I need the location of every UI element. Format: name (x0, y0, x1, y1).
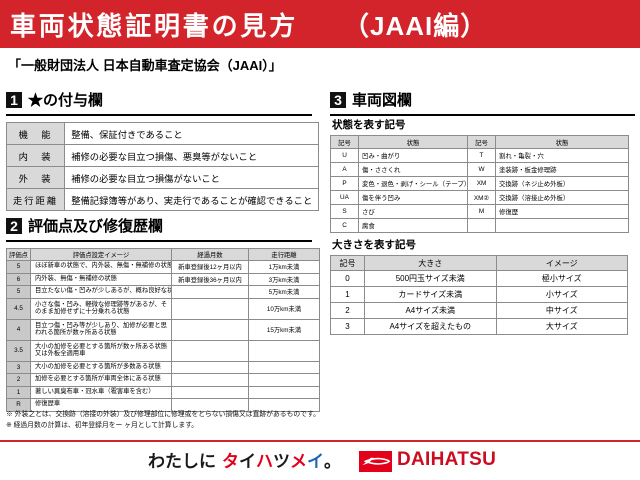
svg-text:イ: イ (239, 452, 256, 471)
svg-text:タ: タ (222, 452, 239, 471)
svg-text:イ: イ (307, 452, 324, 471)
svg-text:メ: メ (290, 452, 307, 471)
svg-text:ツ: ツ (273, 452, 290, 471)
svg-text:。: 。 (324, 452, 341, 471)
svg-text:わたしに: わたしに (148, 452, 216, 471)
svg-text:ハ: ハ (256, 452, 273, 471)
